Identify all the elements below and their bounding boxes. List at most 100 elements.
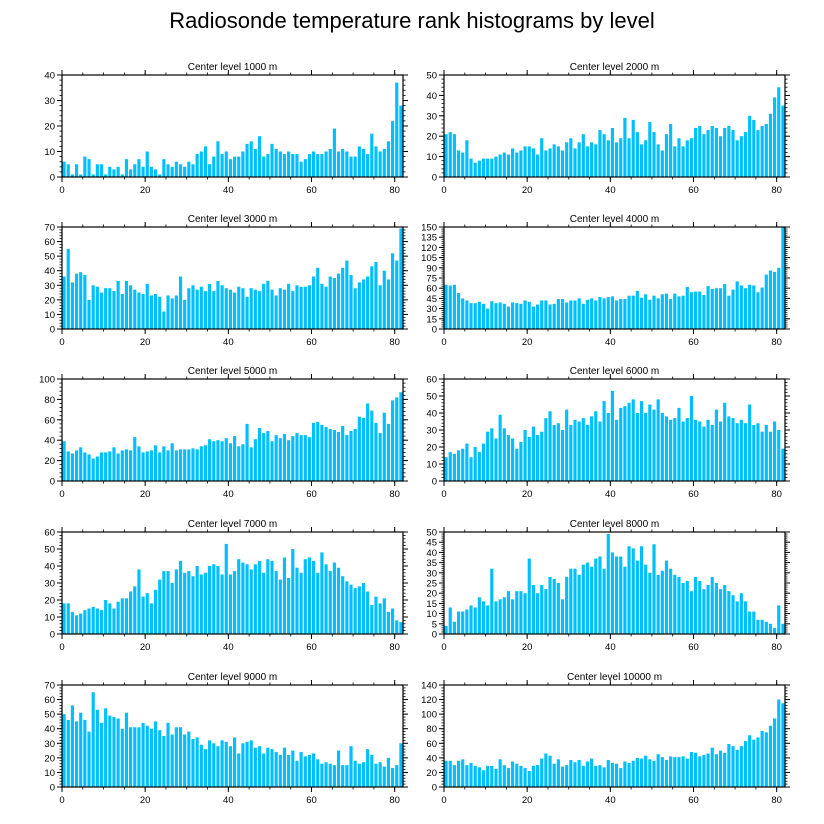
histogram-bar xyxy=(278,579,282,634)
histogram-bar xyxy=(282,557,287,634)
histogram-bar xyxy=(145,451,149,481)
histogram-bar xyxy=(153,445,158,481)
histogram-bar xyxy=(291,436,295,481)
histogram-bar xyxy=(639,144,644,177)
histogram-bar xyxy=(748,404,752,481)
histogram-bar xyxy=(295,567,299,634)
histogram-bar xyxy=(723,752,727,787)
histogram-bar xyxy=(349,275,353,329)
histogram-bar xyxy=(153,589,158,634)
histogram-bar xyxy=(594,765,598,787)
histogram-bar xyxy=(515,303,519,329)
histogram-bar xyxy=(781,623,785,634)
histogram-bar xyxy=(581,765,585,787)
y-tick-label: 0 xyxy=(50,173,55,184)
histogram-bar xyxy=(752,611,756,634)
histogram-bar xyxy=(270,441,274,481)
histogram-bar xyxy=(233,156,237,177)
histogram-bar xyxy=(573,300,577,329)
histogram-bar xyxy=(178,164,183,177)
x-tick-label: 0 xyxy=(59,489,64,500)
histogram-bar xyxy=(615,142,619,177)
histogram-bar xyxy=(74,450,79,481)
panel-title: Center level 7000 m xyxy=(188,519,278,530)
histogram-bar xyxy=(477,301,481,329)
histogram-bar xyxy=(502,152,506,177)
histogram-bar xyxy=(723,585,727,634)
histogram-bar xyxy=(481,158,486,177)
y-tick-label: 15 xyxy=(426,314,437,325)
histogram-bar xyxy=(320,154,324,177)
y-tick-label: 100 xyxy=(39,375,55,386)
histogram-bar xyxy=(573,148,577,177)
histogram-bar xyxy=(519,441,523,481)
histogram-bar xyxy=(116,718,120,787)
histogram-bar xyxy=(748,735,752,787)
histogram-bar xyxy=(166,164,170,177)
histogram-bar xyxy=(660,570,664,634)
y-tick-label: 20 xyxy=(426,589,437,600)
histogram-bar xyxy=(694,419,698,481)
histogram-bar xyxy=(124,449,129,481)
histogram-bar xyxy=(287,151,291,177)
histogram-bar xyxy=(212,564,216,634)
histogram-bar xyxy=(631,295,635,329)
histogram-bar xyxy=(710,747,714,787)
histogram-bar xyxy=(531,765,535,787)
histogram-bar xyxy=(602,134,606,177)
histogram-bar xyxy=(573,762,577,787)
histogram-bar xyxy=(391,608,395,634)
histogram-bar xyxy=(535,154,540,177)
histogram-bar xyxy=(631,760,635,787)
histogram-bar xyxy=(212,291,216,329)
histogram-bar xyxy=(104,174,108,177)
histogram-bar xyxy=(777,267,781,329)
histogram-bar xyxy=(473,447,477,481)
histogram-bar xyxy=(781,448,785,481)
histogram-bar xyxy=(399,392,403,481)
histogram-bar xyxy=(465,765,469,787)
histogram-bar xyxy=(274,148,278,177)
histogram-bar xyxy=(112,291,116,329)
histogram-bar xyxy=(112,608,116,634)
y-tick-label: 15 xyxy=(426,599,437,610)
histogram-bar xyxy=(768,270,773,329)
histogram-bar xyxy=(124,159,129,177)
histogram-bar xyxy=(166,722,170,787)
x-tick-label: 40 xyxy=(605,642,616,653)
histogram-bar xyxy=(291,154,295,177)
histogram-bar xyxy=(511,761,515,787)
histogram-bar xyxy=(366,403,370,481)
histogram-bar xyxy=(320,424,324,481)
histogram-bar xyxy=(336,432,341,481)
histogram-bar xyxy=(129,591,133,634)
histogram-bar xyxy=(141,596,145,634)
figure-title: Radiosonde temperature rank histograms b… xyxy=(169,8,655,33)
histogram-bar xyxy=(216,440,220,481)
histogram-bar xyxy=(448,452,452,481)
histogram-bar xyxy=(299,435,303,481)
y-tick-label: 20 xyxy=(44,295,55,306)
histogram-bar xyxy=(87,159,91,177)
histogram-bar xyxy=(735,281,739,329)
x-tick-label: 60 xyxy=(688,489,699,500)
histogram-bar xyxy=(777,699,781,787)
histogram-bar xyxy=(727,744,731,787)
histogram-bar xyxy=(669,299,673,329)
histogram-bar xyxy=(158,730,162,787)
histogram-bar xyxy=(266,559,270,634)
histogram-bar xyxy=(208,740,212,787)
histogram-bar xyxy=(303,286,307,329)
histogram-bar xyxy=(137,569,141,634)
histogram-bar xyxy=(639,758,644,787)
histogram-bar xyxy=(706,419,710,481)
histogram-bar xyxy=(735,749,739,787)
histogram-bar xyxy=(731,130,735,177)
x-tick-label: 20 xyxy=(522,489,533,500)
x-tick-label: 80 xyxy=(771,337,782,348)
histogram-bar xyxy=(170,298,174,329)
histogram-bar xyxy=(718,421,723,481)
histogram-bar xyxy=(556,583,560,634)
histogram-bar xyxy=(145,151,149,177)
